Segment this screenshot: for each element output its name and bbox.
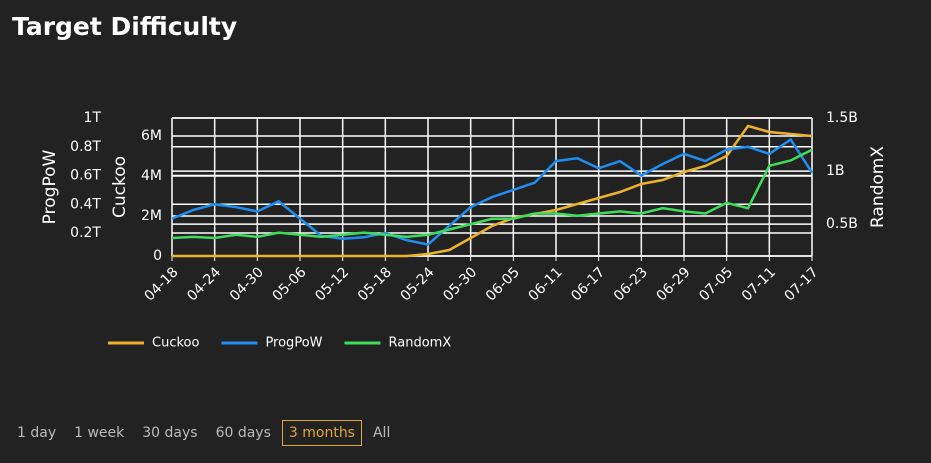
y-tick-label: 0.8T xyxy=(70,139,101,155)
range-button[interactable]: 30 days xyxy=(142,425,198,441)
range-button[interactable]: 1 day xyxy=(17,425,57,441)
x-tick-label: 05-18 xyxy=(355,264,395,304)
y-tick-label: 1B xyxy=(826,163,845,179)
x-tick-label: 06-17 xyxy=(568,264,608,304)
range-button[interactable]: 3 months xyxy=(281,420,362,446)
x-tick-label: 07-17 xyxy=(782,264,822,304)
y-axis-title: Cuckoo xyxy=(110,156,130,218)
series-line xyxy=(172,124,813,258)
legend-label: ProgPoW xyxy=(265,336,322,351)
range-selector: 1 day 1 week 30 days 60 days 3 months All xyxy=(10,420,397,446)
series-line xyxy=(171,137,814,246)
x-tick-label: 05-30 xyxy=(440,264,480,304)
legend-label: Cuckoo xyxy=(152,336,199,351)
x-tick-label: 06-11 xyxy=(526,264,566,304)
x-tick-label: 06-29 xyxy=(654,264,694,304)
y-tick-label: 1T xyxy=(84,110,102,126)
x-tick-label: 06-23 xyxy=(611,264,651,304)
y-axis-title: ProgPoW xyxy=(40,150,60,225)
x-tick-label: 05-12 xyxy=(312,264,352,304)
y2-axis-title: RandomX xyxy=(868,146,888,228)
y-tick-label: 0.6T xyxy=(70,168,101,184)
x-tick-label: 05-24 xyxy=(398,264,438,304)
y-tick-label: 0.2T xyxy=(70,225,101,241)
y-tick-label: 0.5B xyxy=(826,216,858,232)
x-tick-label: 04-30 xyxy=(227,264,267,304)
y-tick-label: 2M xyxy=(141,208,162,224)
x-tick-label: 04-18 xyxy=(142,264,182,304)
x-tick-label: 07-05 xyxy=(696,264,736,304)
x-tick-label: 07-11 xyxy=(739,264,779,304)
range-button[interactable]: 60 days xyxy=(215,425,271,441)
x-tick-label: 05-06 xyxy=(270,264,310,304)
x-tick-label: 06-05 xyxy=(483,264,523,304)
range-button[interactable]: All xyxy=(372,425,391,441)
series-line xyxy=(171,148,813,240)
y-tick-label: 4M xyxy=(141,168,162,184)
panel-title: Target Difficulty xyxy=(12,12,238,41)
range-button[interactable]: 1 week xyxy=(74,425,125,441)
chart: 0.2T 0.4T 0.6T 0.8T 1T 0 2M 4M 6M 0.5B 1B 1.5B 04-18… xyxy=(40,110,888,351)
y-tick-label: 6M xyxy=(141,128,162,144)
y-tick-label: 0.4T xyxy=(70,196,101,212)
x-tick-label: 04-24 xyxy=(184,264,224,304)
y-tick-label: 0 xyxy=(153,248,162,264)
y-tick-label: 1.5B xyxy=(826,110,858,126)
legend-label: RandomX xyxy=(389,336,452,351)
